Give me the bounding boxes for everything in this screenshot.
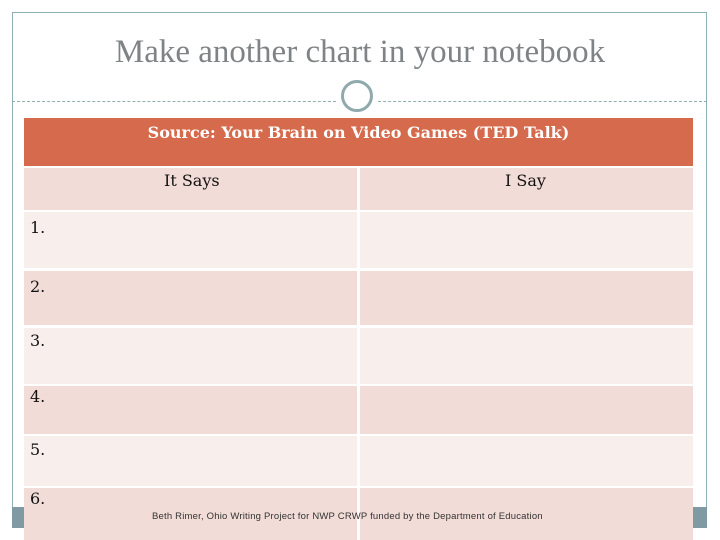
slide-title: Make another chart in your notebook — [114, 34, 606, 70]
table-row: 3. — [24, 328, 357, 384]
table-cell — [360, 271, 693, 325]
row-number: 6. — [30, 489, 46, 508]
table-cell — [360, 488, 693, 540]
column-header-cell-it-says: It Says — [24, 168, 357, 210]
table-row: 4. — [24, 386, 357, 434]
table-row: 2. — [24, 271, 357, 325]
column-header-cell-i-say: I Say — [360, 168, 693, 210]
decorative-circle-icon — [341, 80, 373, 112]
table-row: 1. — [24, 212, 357, 268]
footer-credit: Beth Rimer, Ohio Writing Project for NWP… — [152, 511, 543, 522]
row-number: 4. — [30, 387, 46, 406]
notebook-chart-table: Source: Your Brain on Video Games (TED T… — [24, 118, 693, 540]
row-number: 5. — [30, 440, 46, 459]
table-cell — [360, 328, 693, 384]
table-header: Source: Your Brain on Video Games (TED T… — [24, 118, 693, 166]
table-cell — [360, 212, 693, 268]
table-row: 5. — [24, 436, 357, 486]
table-cell — [360, 436, 693, 486]
table-cell — [360, 386, 693, 434]
row-number: 1. — [30, 218, 46, 237]
column-header-i-say: I Say — [505, 171, 546, 190]
table-row: 6. — [24, 488, 357, 540]
row-number: 2. — [30, 277, 46, 296]
column-header-it-says: It Says — [164, 171, 220, 190]
row-number: 3. — [30, 331, 46, 350]
